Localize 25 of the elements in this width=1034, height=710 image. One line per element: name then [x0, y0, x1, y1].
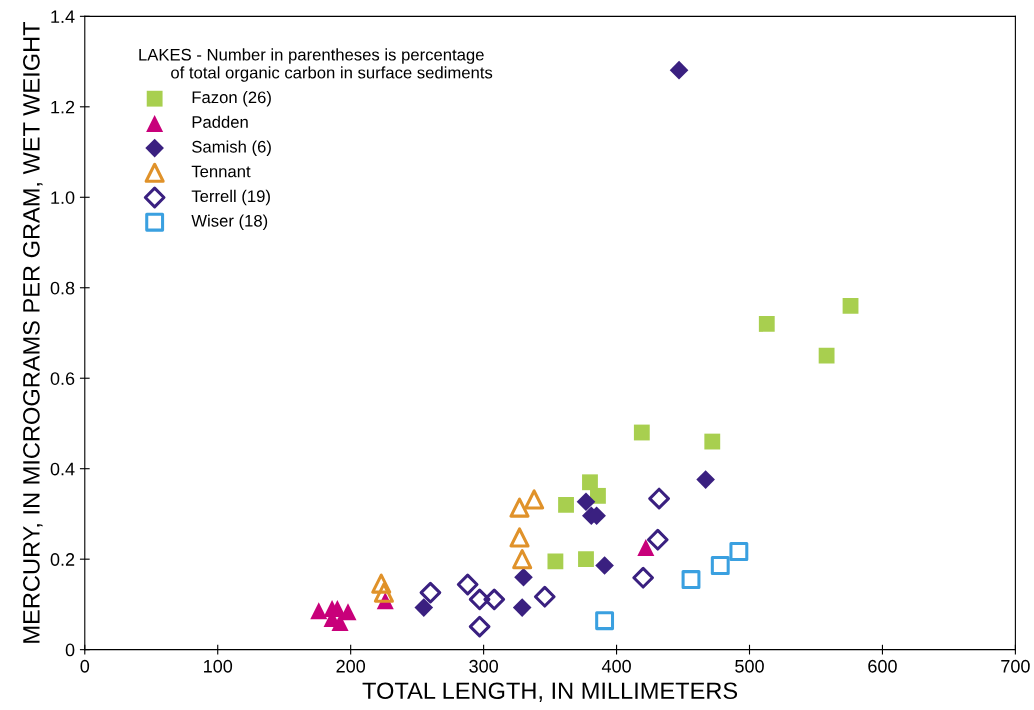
x-tick-label: 700 — [1001, 659, 1030, 673]
y-tick-label: 0.2 — [50, 553, 75, 566]
x-tick-label: 600 — [868, 659, 897, 673]
legend-label: Terrell (19) — [191, 189, 270, 206]
legend-label: Padden — [192, 115, 248, 128]
y-tick-label: 0.4 — [50, 462, 75, 476]
legend-label: Wiser (18) — [191, 214, 268, 231]
legend-title: LAKES - Number in parentheses is percentage of total organic carbon in surface sediments — [139, 48, 493, 82]
y-tick-label: 1.2 — [51, 100, 75, 114]
y-tick-label: 0.6 — [50, 372, 75, 385]
y-tick-label: 0 — [65, 643, 75, 657]
legend-label: Samish (6) — [192, 140, 271, 156]
y-axis-title: MERCURY, IN MICROGRAMS PER GRAM, WET WEIGHT — [23, 21, 43, 643]
y-tick-label: 1.4 — [51, 10, 75, 23]
x-tick-label: 500 — [735, 659, 764, 673]
y-tick-label: 0.8 — [50, 281, 75, 295]
x-tick-label: 300 — [469, 659, 498, 673]
y-tick-label: 1.0 — [51, 191, 75, 204]
x-tick-label: 100 — [204, 659, 233, 673]
legend-label: Fazon (26) — [192, 90, 271, 107]
legend-label: Tennant — [191, 165, 251, 178]
x-tick-label: 400 — [601, 659, 631, 673]
x-tick-label: 200 — [336, 659, 366, 673]
x-axis-title: TOTAL LENGTH, IN MILLIMETERS — [362, 682, 738, 702]
x-tick-label: 0 — [80, 659, 90, 673]
